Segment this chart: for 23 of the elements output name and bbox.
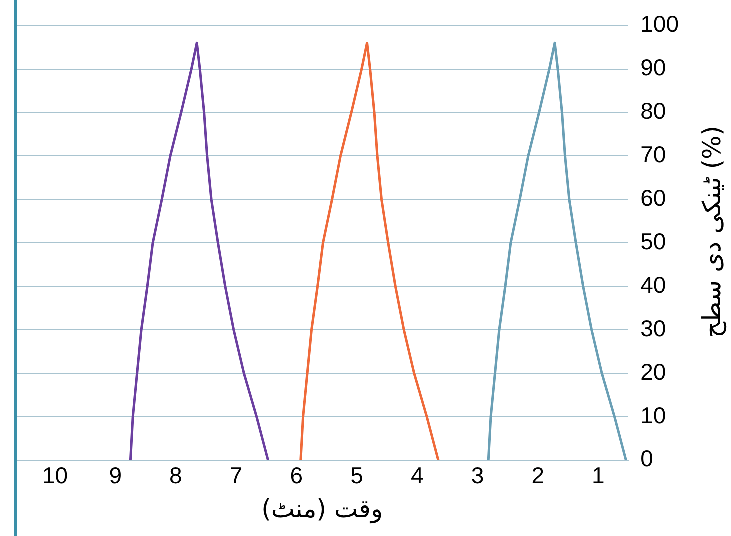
x-tick-label: 7	[230, 462, 243, 489]
y-tick-label: 20	[640, 358, 666, 385]
y-tick-label: 30	[640, 315, 666, 342]
x-axis-title: وقت (منٹ)	[262, 494, 384, 524]
y-tick-label: 100	[640, 11, 679, 38]
x-tick-label: 9	[109, 462, 122, 489]
x-tick-label: 4	[410, 462, 424, 489]
x-tick-label: 6	[290, 462, 304, 489]
y-tick-label: 80	[640, 98, 666, 124]
y-tick-label: 0	[640, 446, 654, 472]
x-tick-label: 5	[350, 462, 364, 489]
y-tick-label: 50	[640, 228, 666, 254]
x-tick-label: 10	[42, 462, 68, 489]
y-tick-label: 40	[640, 272, 666, 298]
y-tick-label: 10	[640, 402, 666, 428]
x-tick-label: 1	[592, 462, 605, 489]
x-tick-label: 8	[170, 462, 182, 489]
x-tick-label: 2	[532, 462, 544, 489]
y-tick-label: 70	[640, 142, 666, 168]
y-tick-label: 90	[640, 54, 666, 81]
y-axis-title: ٹینکی دی سطح (%)	[698, 126, 726, 338]
x-tick-label: 3	[471, 462, 484, 489]
y-tick-label: 60	[640, 184, 666, 211]
